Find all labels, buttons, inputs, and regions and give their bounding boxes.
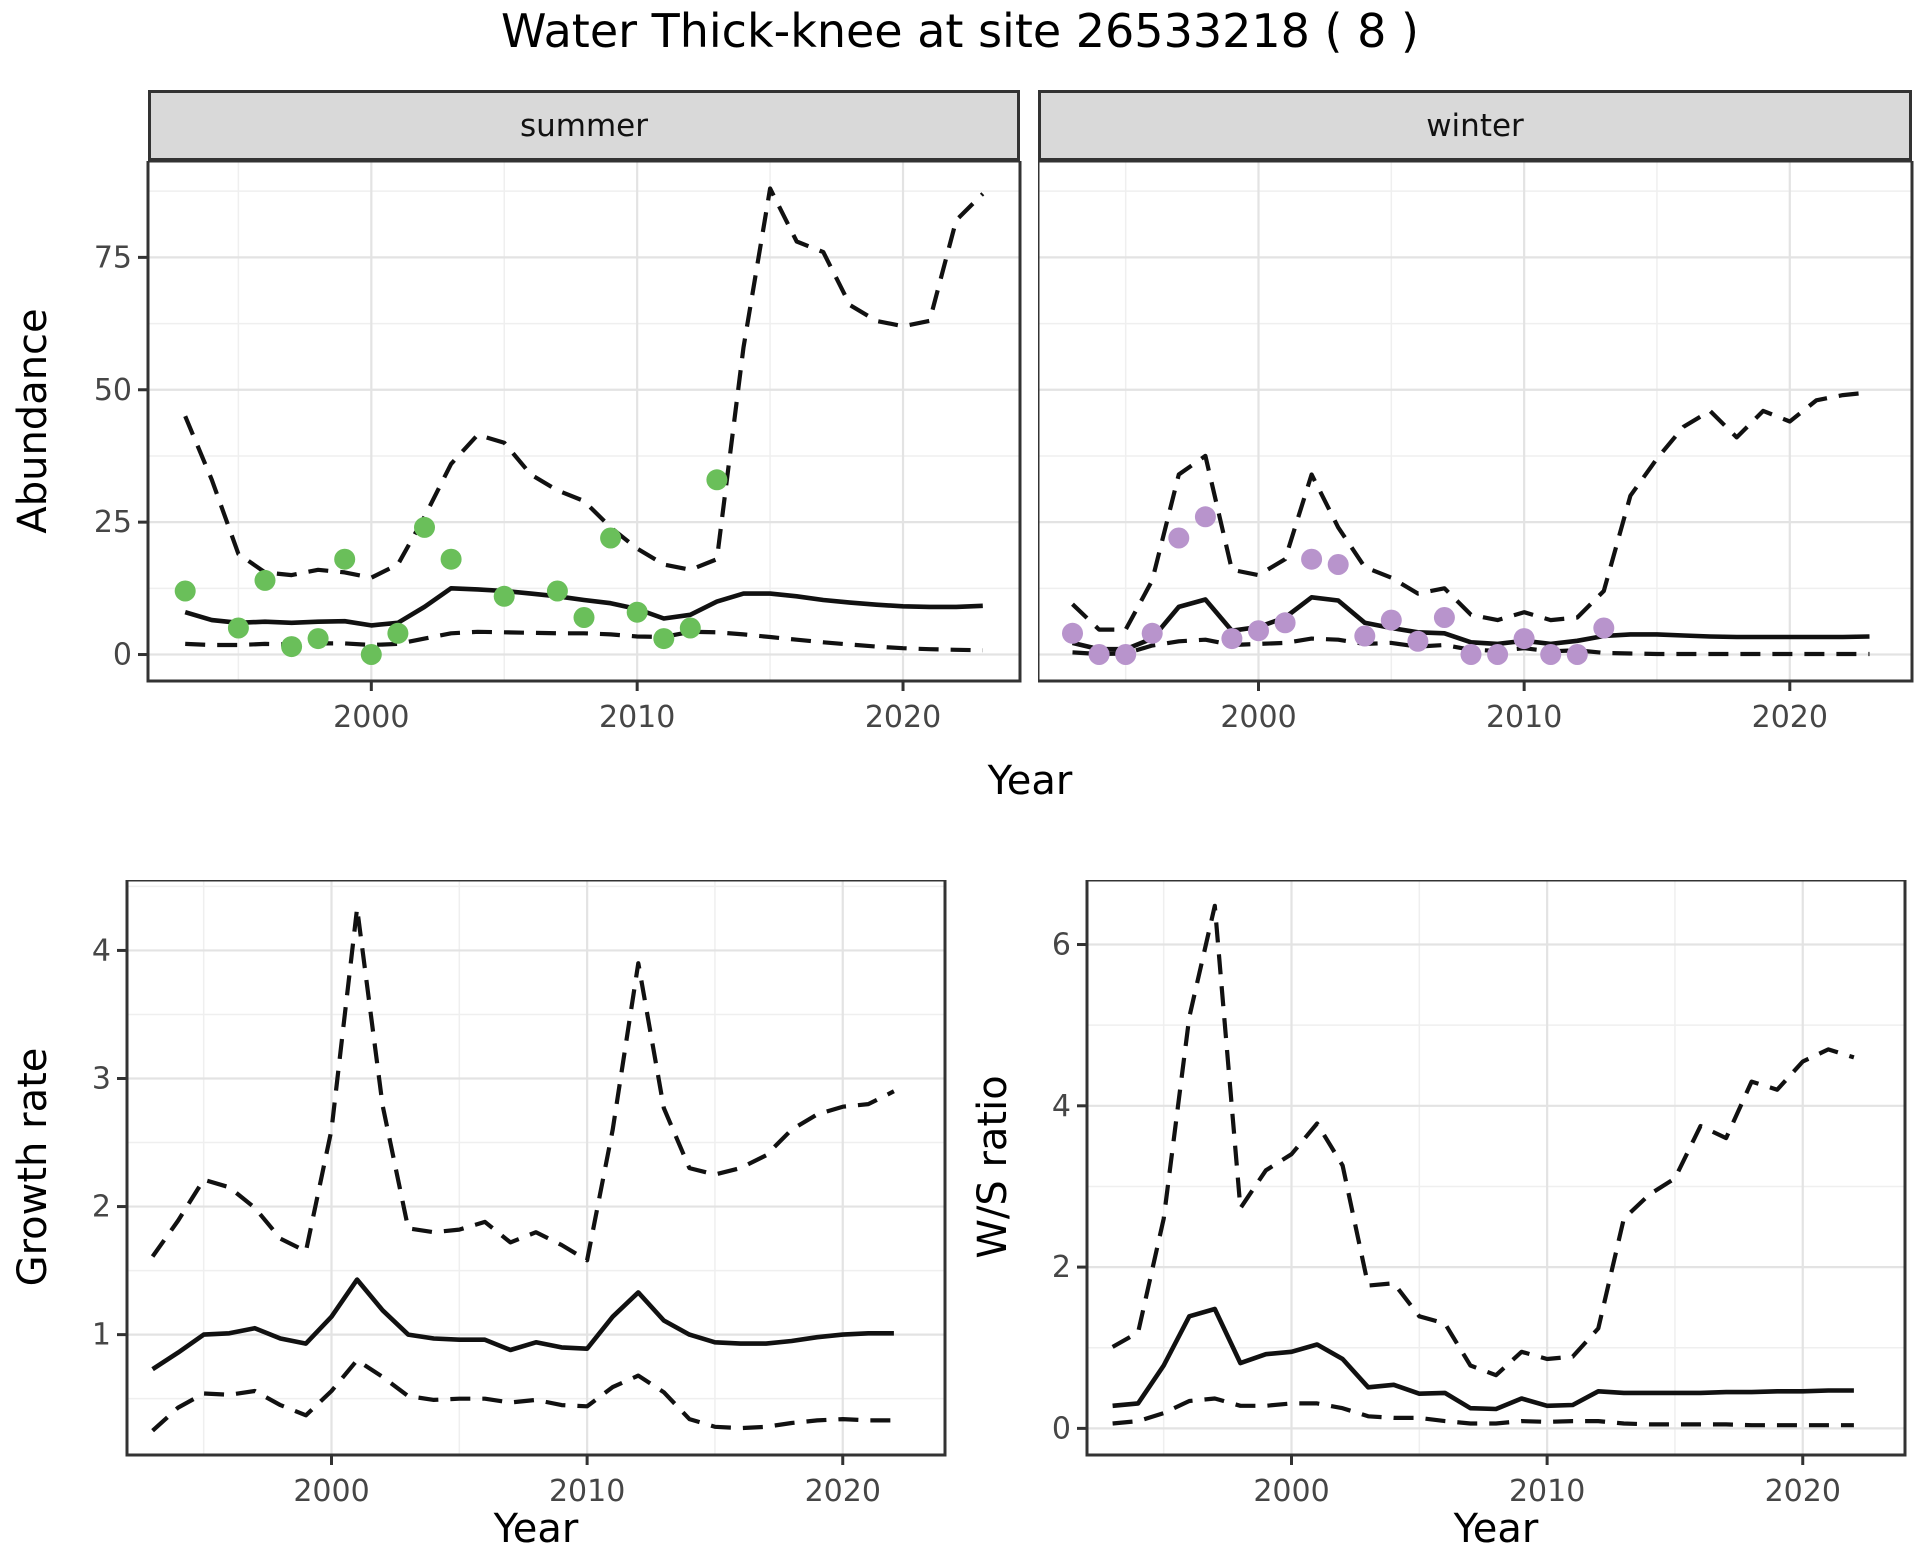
svg-text:0: 0 <box>1052 1411 1071 1446</box>
svg-text:3: 3 <box>92 1061 111 1096</box>
svg-text:2: 2 <box>92 1190 111 1225</box>
year-axis-label-top: Year <box>987 758 1073 804</box>
svg-text:25: 25 <box>94 505 132 540</box>
figure-title: Water Thick-knee at site 26533218 ( 8 ) <box>501 4 1419 58</box>
abundance-axis-label: Abundance <box>10 308 56 533</box>
svg-text:Growth rate: Growth rate <box>10 1048 56 1287</box>
svg-text:1: 1 <box>92 1318 111 1353</box>
ws-ratio-chart: 2000 2010 2020 0 2 4 6 <box>1010 878 1915 1519</box>
svg-text:2010: 2010 <box>549 1474 625 1509</box>
svg-text:2000: 2000 <box>293 1474 369 1509</box>
facet-strip-summer-label: summer <box>519 107 648 144</box>
winter-abundance-chart: 2000 2010 2020 <box>1036 159 1920 743</box>
svg-text:75: 75 <box>94 240 132 275</box>
year-axis-label-growth: Year <box>493 1506 579 1552</box>
svg-text:2020: 2020 <box>1752 700 1828 735</box>
svg-text:2020: 2020 <box>865 700 941 735</box>
svg-text:4: 4 <box>1052 1089 1071 1124</box>
svg-text:6: 6 <box>1052 928 1071 963</box>
growth-rate-axis-label: Growth rate <box>10 1048 56 1287</box>
svg-text:0: 0 <box>113 638 132 673</box>
summer-abundance-chart: 2000 2010 2020 0 25 50 75 <box>75 159 1032 743</box>
ws-ratio-axis-label: W/S ratio <box>970 1075 1016 1258</box>
svg-text:2000: 2000 <box>1220 700 1296 735</box>
svg-text:Abundance: Abundance <box>10 308 56 533</box>
svg-text:2020: 2020 <box>1765 1474 1841 1509</box>
svg-text:2: 2 <box>1052 1250 1071 1285</box>
svg-text:4: 4 <box>92 933 111 968</box>
facet-strip-summer: summer <box>148 90 1020 161</box>
facet-strip-winter: winter <box>1038 90 1912 161</box>
svg-text:50: 50 <box>94 373 132 408</box>
year-axis-label-ws: Year <box>1453 1506 1539 1552</box>
svg-text:2010: 2010 <box>1509 1474 1585 1509</box>
svg-text:2000: 2000 <box>333 700 409 735</box>
svg-text:2000: 2000 <box>1253 1474 1329 1509</box>
facet-strip-winter-label: winter <box>1426 107 1524 144</box>
growth-rate-chart: 2000 2010 2020 1 2 3 4 <box>50 878 955 1519</box>
svg-text:2010: 2010 <box>599 700 675 735</box>
svg-text:2020: 2020 <box>805 1474 881 1509</box>
svg-text:2010: 2010 <box>1486 700 1562 735</box>
svg-text:W/S ratio: W/S ratio <box>970 1075 1016 1258</box>
